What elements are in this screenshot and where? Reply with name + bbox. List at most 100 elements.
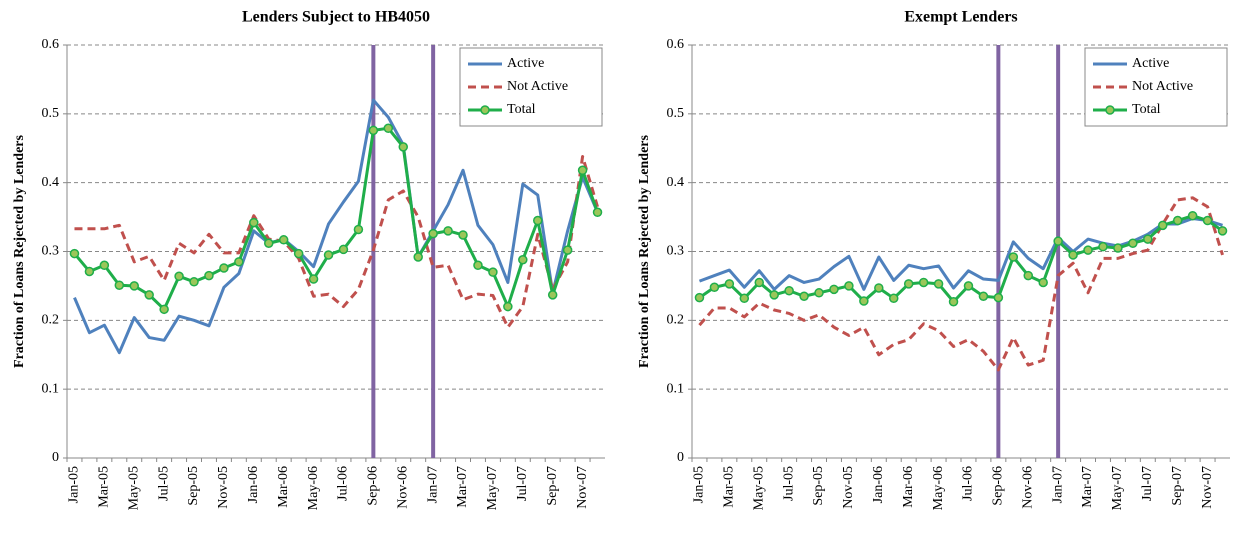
x-tick-label: Nov-07 [575, 466, 590, 509]
series-marker [413, 252, 423, 262]
series-marker [383, 123, 394, 134]
x-tick-label: Sep-07 [545, 466, 560, 506]
series-marker [84, 266, 95, 277]
y-tick-label: 0.1 [42, 381, 60, 396]
series-marker [264, 238, 274, 248]
x-tick-label: Nov-05 [841, 466, 856, 509]
series-marker [159, 304, 169, 315]
series-marker [963, 281, 974, 291]
series-marker [428, 228, 438, 239]
series-marker [1083, 245, 1093, 255]
series-marker [219, 263, 229, 273]
series-line [73, 98, 599, 355]
series-marker [338, 244, 349, 255]
series-line [73, 126, 599, 311]
series-marker [1053, 236, 1063, 246]
x-tick-label: Nov-06 [395, 466, 410, 509]
x-tick-label: Sep-06 [991, 466, 1006, 506]
chart-panel: Lenders Subject to HB4050 Fraction of Loa… [12, 9, 605, 510]
series-marker [1113, 243, 1123, 253]
series-marker [249, 217, 259, 228]
series-marker [814, 288, 824, 298]
series-marker [874, 283, 884, 293]
series-marker [398, 142, 408, 152]
series-marker [174, 271, 184, 282]
series-marker [948, 296, 959, 307]
series-line [698, 196, 1224, 372]
x-tick-label: Jul-07 [1140, 466, 1155, 501]
series-marker [577, 165, 588, 176]
series-marker [754, 277, 764, 288]
series-marker [547, 290, 558, 300]
y-tick-label: 0.2 [667, 313, 685, 328]
series-marker [308, 274, 319, 284]
x-tick-label: Jul-05 [781, 466, 796, 501]
x-tick-label: Sep-06 [366, 466, 381, 506]
legend: Active Not Active Total [1084, 47, 1228, 127]
x-tick-label: Mar-06 [901, 466, 916, 508]
x-tick-label: Mar-07 [1080, 466, 1095, 508]
x-tick-label: May-06 [931, 466, 946, 510]
legend-label: Active [507, 56, 544, 71]
x-tick-label: Jul-07 [515, 466, 530, 501]
y-tick-label: 0.3 [667, 244, 685, 259]
y-axis-label: Fraction of Loans Rejected by Lenders [12, 134, 27, 367]
y-tick-label: 0 [677, 450, 684, 465]
series-line [698, 214, 1224, 304]
chart-panel: Exempt Lenders Fraction of Loans Rejected… [637, 9, 1230, 510]
y-tick-label: 0.4 [42, 175, 60, 190]
chart-title: Exempt Lenders [904, 9, 1017, 26]
x-tick-label: May-05 [126, 466, 141, 510]
x-tick-label: May-07 [1110, 466, 1125, 510]
series-marker [204, 270, 214, 281]
y-axis-label: Fraction of Loans Rejected by Lenders [637, 134, 652, 367]
y-tick-label: 0.6 [42, 37, 60, 52]
legend-label: Total [1132, 102, 1161, 117]
series-marker [724, 279, 735, 289]
series-line [74, 155, 599, 329]
y-tick-label: 0.4 [667, 175, 685, 190]
series-marker [278, 235, 289, 245]
x-tick-label: May-07 [485, 466, 500, 510]
series-marker [234, 257, 244, 267]
series-marker [799, 291, 809, 301]
x-tick-label: Mar-07 [455, 466, 470, 508]
series-marker [769, 290, 779, 300]
x-tick-label: Sep-07 [1170, 466, 1185, 506]
series-marker [562, 245, 573, 255]
y-tick-label: 0.2 [42, 313, 60, 328]
series-marker [1128, 238, 1138, 248]
series-marker [889, 293, 899, 304]
x-tick-label: Mar-05 [722, 466, 737, 508]
series-marker [473, 260, 483, 271]
x-tick-label: May-06 [306, 466, 321, 510]
x-tick-label: Mar-06 [276, 466, 291, 508]
legend-label: Total [507, 102, 536, 117]
series-marker [918, 277, 929, 288]
series-marker [488, 267, 498, 277]
series-marker [1038, 277, 1048, 288]
y-tick-label: 0.1 [667, 381, 685, 396]
x-tick-label: Jul-06 [336, 466, 351, 501]
x-tick-label: Mar-05 [97, 466, 112, 508]
series-marker [368, 125, 379, 136]
x-tick-label: Jan-05 [67, 466, 82, 503]
series-marker [694, 292, 705, 303]
series-marker [1172, 215, 1183, 226]
series-marker [144, 290, 154, 300]
series-marker [709, 282, 720, 293]
chart-title: Lenders Subject to HB4050 [242, 9, 430, 26]
series-marker [99, 260, 110, 271]
series-marker [1158, 220, 1168, 231]
legend-marker [1105, 105, 1115, 115]
series-marker [518, 255, 528, 265]
x-tick-label: Nov-07 [1200, 466, 1215, 509]
series-marker [1187, 210, 1198, 221]
series-marker [503, 301, 513, 312]
series-line [698, 216, 1223, 291]
series-marker [293, 248, 304, 259]
series-marker [739, 293, 750, 304]
legend-label: Active [1132, 56, 1169, 71]
x-tick-label: Nov-06 [1020, 466, 1035, 509]
